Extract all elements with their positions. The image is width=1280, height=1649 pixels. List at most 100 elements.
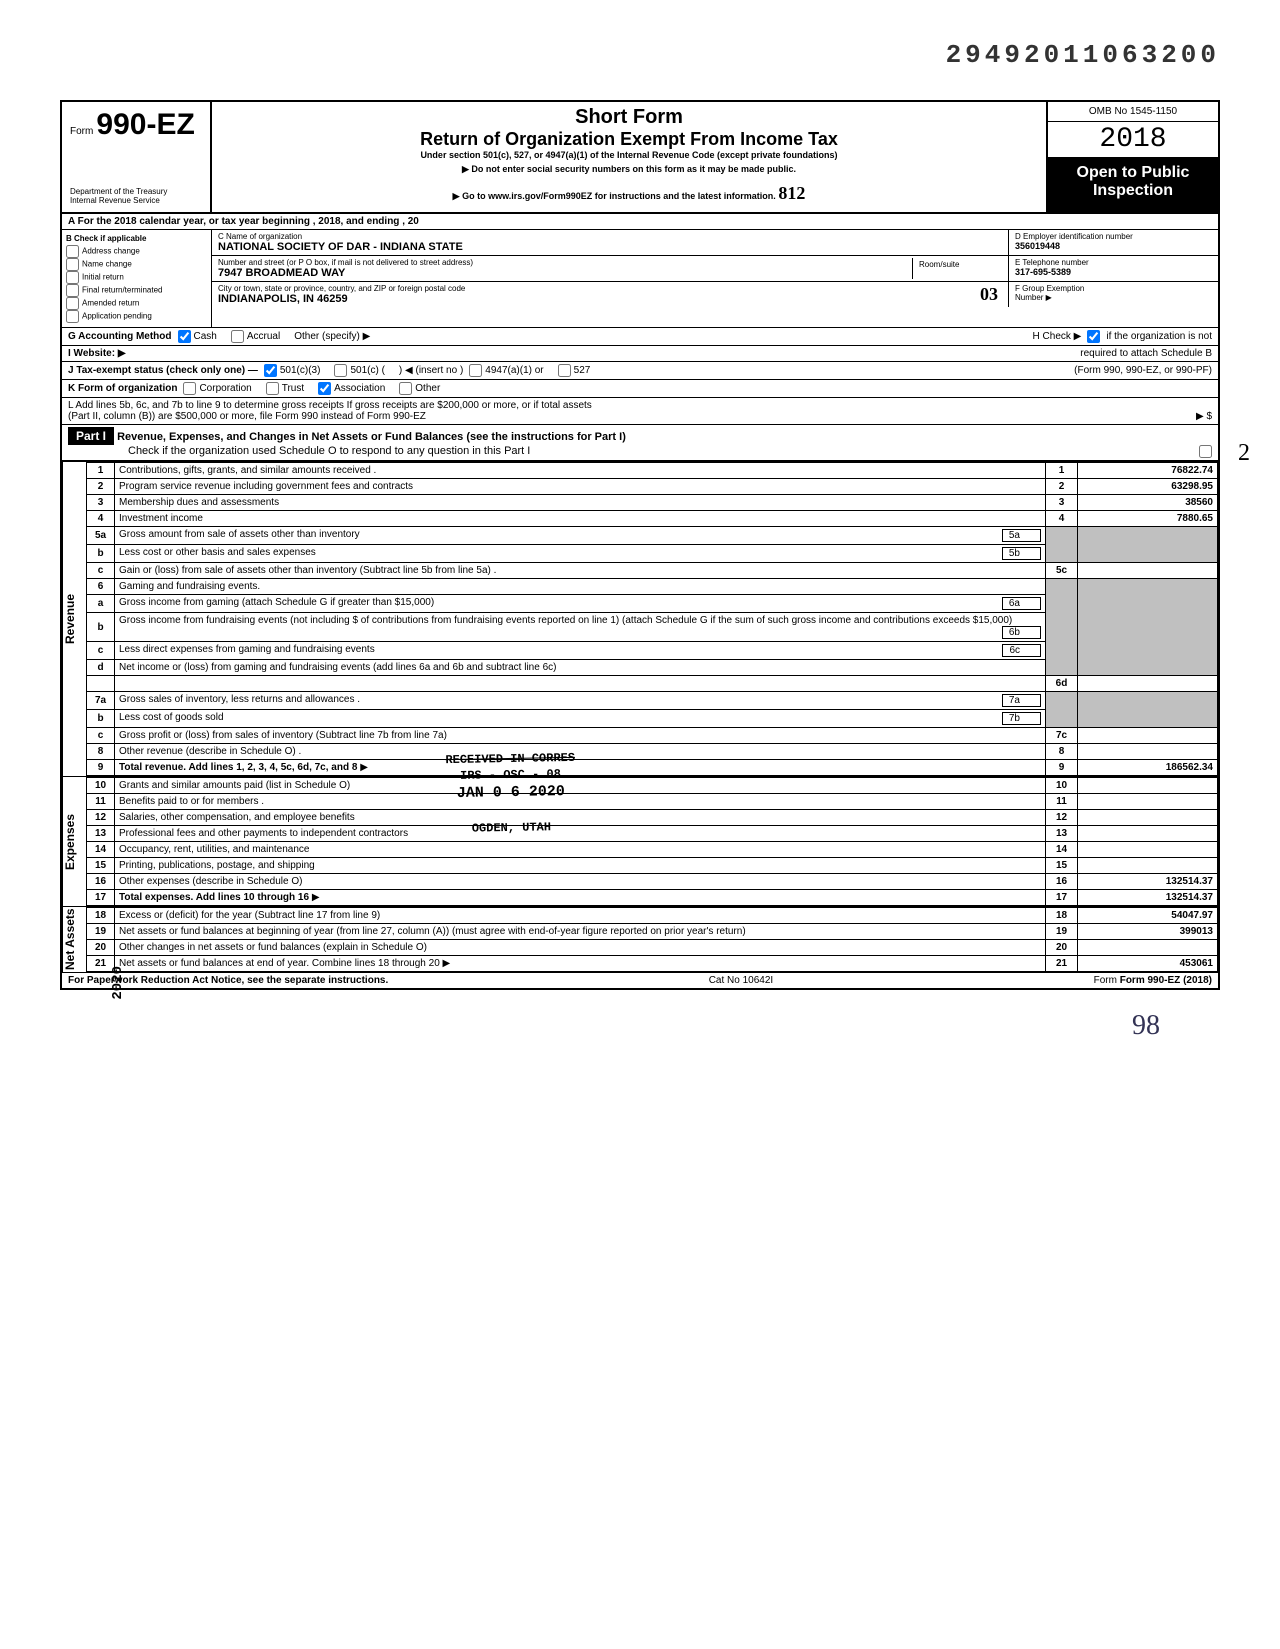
h-text3: (Form 990, 990-EZ, or 990-PF)	[1074, 365, 1212, 376]
netassets-side-label: Net Assets	[62, 907, 86, 972]
ln9-amt: 186562.34	[1078, 760, 1218, 776]
ln18-amt: 54047.97	[1078, 908, 1218, 924]
city-label: City or town, state or province, country…	[218, 284, 1002, 293]
ln5c-ln: 5c	[1046, 563, 1078, 579]
form-subtitle: Under section 501(c), 527, or 4947(a)(1)…	[220, 150, 1038, 160]
ln13-desc: Professional fees and other payments to …	[115, 826, 1046, 842]
l-text1: L Add lines 5b, 6c, and 7b to line 9 to …	[68, 400, 1212, 411]
lbl-association: Association	[334, 383, 385, 394]
form-title: Return of Organization Exempt From Incom…	[220, 129, 1038, 150]
ln5-grey2	[1078, 527, 1218, 563]
ln14-num: 14	[87, 842, 115, 858]
ln6c-num: c	[87, 642, 115, 660]
table-row: 21Net assets or fund balances at end of …	[87, 956, 1218, 972]
ln18-num: 18	[87, 908, 115, 924]
part1-title: Revenue, Expenses, and Changes in Net As…	[117, 431, 626, 443]
ln18-desc: Excess or (deficit) for the year (Subtra…	[115, 908, 1046, 924]
footer-form: Form 990-EZ (2018)	[1120, 975, 1212, 986]
ln7c-num: c	[87, 728, 115, 744]
chk-cash[interactable]	[178, 330, 191, 343]
expenses-side-label: Expenses	[62, 777, 86, 906]
table-row: 20Other changes in net assets or fund ba…	[87, 940, 1218, 956]
chk-527[interactable]	[558, 364, 571, 377]
revenue-table: 1Contributions, gifts, grants, and simil…	[86, 462, 1218, 776]
ln2-amt: 63298.95	[1078, 479, 1218, 495]
lbl-501c: 501(c) (	[350, 365, 384, 376]
table-row: 17Total expenses. Add lines 10 through 1…	[87, 890, 1218, 906]
ln9-desc: Total revenue. Add lines 1, 2, 3, 4, 5c,…	[119, 762, 357, 773]
lbl-corporation: Corporation	[199, 383, 251, 394]
phone-value: 317-695-5389	[1015, 267, 1212, 277]
chk-501c3[interactable]	[264, 364, 277, 377]
h-text: if the organization is not	[1106, 331, 1212, 342]
ln14-ln: 14	[1046, 842, 1078, 858]
ln5a-desc: Gross amount from sale of assets other t…	[119, 529, 360, 540]
ln21-amt: 453061	[1078, 956, 1218, 972]
ln8-desc: Other revenue (describe in Schedule O) .	[115, 744, 1046, 760]
table-row: 15Printing, publications, postage, and s…	[87, 858, 1218, 874]
ln13-ln: 13	[1046, 826, 1078, 842]
ln12-desc: Salaries, other compensation, and employ…	[115, 810, 1046, 826]
ln13-amt	[1078, 826, 1218, 842]
ln2-desc: Program service revenue including govern…	[115, 479, 1046, 495]
chk-initial-return[interactable]	[66, 271, 79, 284]
chk-not-sched-b[interactable]	[1087, 330, 1100, 343]
ln15-num: 15	[87, 858, 115, 874]
table-row: 14Occupancy, rent, utilities, and mainte…	[87, 842, 1218, 858]
chk-address-change[interactable]	[66, 245, 79, 258]
handwritten-03: 03	[980, 284, 998, 305]
chk-4947[interactable]	[469, 364, 482, 377]
chk-schedule-o[interactable]	[1199, 445, 1212, 458]
open-public-1: Open to Public	[1050, 164, 1216, 182]
table-row: 9Total revenue. Add lines 1, 2, 3, 4, 5c…	[87, 760, 1218, 776]
box-d-label: D Employer identification number	[1015, 232, 1212, 241]
ln20-desc: Other changes in net assets or fund bala…	[115, 940, 1046, 956]
ln7-grey2	[1078, 692, 1218, 728]
ln3-desc: Membership dues and assessments	[115, 495, 1046, 511]
ln7b-num: b	[87, 710, 115, 728]
j-label: J Tax-exempt status (check only one) —	[68, 365, 258, 376]
table-row: 2Program service revenue including gover…	[87, 479, 1218, 495]
chk-amended-return[interactable]	[66, 297, 79, 310]
ln7c-amt	[1078, 728, 1218, 744]
ln19-desc: Net assets or fund balances at beginning…	[115, 924, 1046, 940]
chk-corporation[interactable]	[183, 382, 196, 395]
ln3-amt: 38560	[1078, 495, 1218, 511]
form-header: Form 990-EZ Department of the Treasury I…	[62, 102, 1218, 214]
ln15-amt	[1078, 858, 1218, 874]
lbl-trust: Trust	[282, 383, 304, 394]
chk-accrual[interactable]	[231, 330, 244, 343]
box-e-label: E Telephone number	[1015, 258, 1212, 267]
chk-501c[interactable]	[334, 364, 347, 377]
chk-association[interactable]	[318, 382, 331, 395]
chk-application-pending[interactable]	[66, 310, 79, 323]
part1-check-text: Check if the organization used Schedule …	[128, 445, 530, 458]
ln6d-amt	[1078, 676, 1218, 692]
ln6d-ln: 6d	[1046, 676, 1078, 692]
chk-name-change[interactable]	[66, 258, 79, 271]
ln6a-desc: Gross income from gaming (attach Schedul…	[119, 597, 434, 608]
lbl-other: Other	[415, 383, 440, 394]
ln5c-desc: Gain or (loss) from sale of assets other…	[115, 563, 1046, 579]
lbl-4947: 4947(a)(1) or	[485, 365, 543, 376]
ln4-amt: 7880.65	[1078, 511, 1218, 527]
chk-final-return[interactable]	[66, 284, 79, 297]
street-label: Number and street (or P O box, if mail i…	[218, 258, 912, 267]
ln7a-subln: 7a	[1002, 694, 1041, 707]
ln7a-desc: Gross sales of inventory, less returns a…	[119, 694, 360, 705]
expenses-table: 10Grants and similar amounts paid (list …	[86, 777, 1218, 906]
table-row: 5aGross amount from sale of assets other…	[87, 527, 1218, 545]
entity-info-grid: B Check if applicable Address change Nam…	[62, 230, 1218, 328]
lbl-501c3: 501(c)(3)	[280, 365, 321, 376]
chk-other[interactable]	[399, 382, 412, 395]
chk-trust[interactable]	[266, 382, 279, 395]
table-row: 13Professional fees and other payments t…	[87, 826, 1218, 842]
i-label: I Website: ▶	[68, 348, 126, 359]
org-name: NATIONAL SOCIETY OF DAR - INDIANA STATE	[218, 241, 1002, 253]
ln10-desc: Grants and similar amounts paid (list in…	[115, 778, 1046, 794]
lbl-application-pending: Application pending	[82, 312, 152, 321]
table-row: 11Benefits paid to or for members .11	[87, 794, 1218, 810]
table-row: 1Contributions, gifts, grants, and simil…	[87, 463, 1218, 479]
lbl-amended-return: Amended return	[82, 299, 139, 308]
ln16-amt: 132514.37	[1078, 874, 1218, 890]
